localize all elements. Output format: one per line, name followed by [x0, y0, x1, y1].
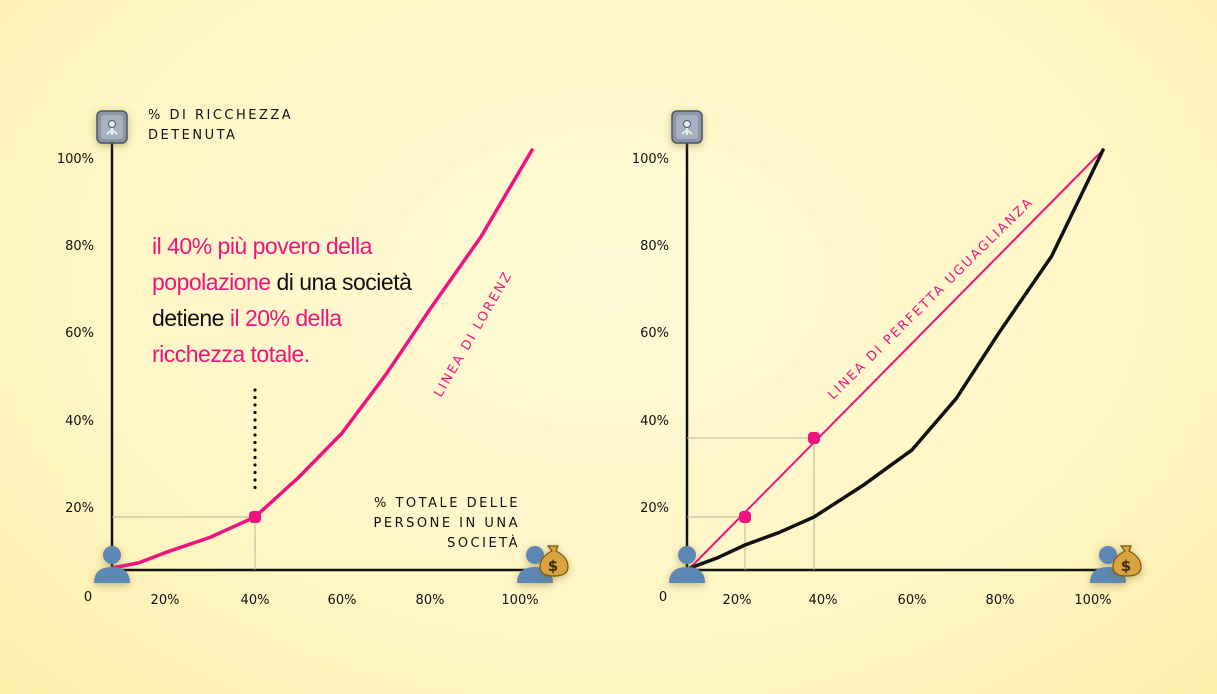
- safe-handle: [106, 128, 118, 135]
- dotted-pointer: [253, 418, 257, 422]
- dotted-pointer: [253, 425, 257, 430]
- safe-handle: [681, 128, 693, 135]
- highlight-point: [249, 511, 261, 523]
- dotted-pointer: [253, 433, 257, 437]
- annotation-part: il 20% della: [229, 305, 342, 331]
- dotted-pointer: [253, 455, 257, 460]
- y-tick-label: 60%: [65, 326, 94, 341]
- lorenz-curve: [688, 148, 1105, 570]
- safe-dial: [108, 120, 116, 128]
- highlight-point: [808, 432, 820, 444]
- y-tick-label: 80%: [640, 239, 669, 254]
- x-tick-label: 60%: [898, 593, 927, 608]
- person-body: [669, 567, 705, 583]
- y-tick-label: 40%: [640, 414, 669, 429]
- y-tick-label: 20%: [65, 501, 94, 516]
- dotted-pointer: [253, 403, 257, 407]
- annotation-part: popolazione: [152, 269, 271, 295]
- dotted-pointer: [253, 410, 257, 415]
- guide-line: [687, 437, 815, 570]
- dollar-sign: $: [1121, 557, 1131, 575]
- equality-chart: 20% 40% 60% 80% 100% 20% 40% 60% 80% 100% 0 LINEA D…: [632, 133, 1120, 608]
- dotted-pointer: [253, 448, 257, 452]
- dotted-pointer: [253, 485, 257, 490]
- y-tick-label: 40%: [65, 414, 94, 429]
- bag-body: [539, 545, 569, 577]
- equality-line: [689, 149, 1104, 569]
- x-tick-label: 60%: [328, 593, 357, 608]
- dotted-pointer: [253, 388, 257, 392]
- left-y-axis-label: % DI RICCHEZZA DETENUTA: [148, 106, 318, 146]
- person-head: [1099, 546, 1117, 564]
- safe-dial: [683, 120, 691, 128]
- safe-icon: [671, 110, 703, 144]
- dotted-pointer: [253, 463, 257, 467]
- x-tick-label: 20%: [723, 593, 752, 608]
- person-head: [103, 546, 121, 564]
- dotted-pointer: [253, 395, 257, 400]
- person-head: [678, 546, 696, 564]
- x-tick-label: 20%: [151, 593, 180, 608]
- series-label-equality: LINEA DI PERFETTA UGUAGLIANZA: [825, 195, 1037, 403]
- person-body: [94, 567, 130, 583]
- x-tick-label: 40%: [809, 593, 838, 608]
- origin-label: 0: [84, 590, 92, 605]
- origin-label: 0: [659, 590, 667, 605]
- money-bag-icon: $: [1112, 545, 1142, 577]
- annotation-part: ricchezza totale.: [152, 341, 310, 367]
- dotted-pointer: [253, 440, 257, 445]
- x-tick-label: 100%: [501, 593, 538, 608]
- lorenz-curve: [110, 148, 534, 570]
- person-icon: [669, 546, 705, 583]
- person-head: [526, 546, 544, 564]
- y-tick-label: 60%: [640, 326, 669, 341]
- x-tick-label: 80%: [416, 593, 445, 608]
- y-tick-label: 100%: [632, 152, 669, 167]
- money-bag-icon: $: [539, 545, 569, 577]
- person-icon: [94, 546, 130, 583]
- y-tick-label: 80%: [65, 239, 94, 254]
- bag-body: [1112, 545, 1142, 577]
- annotation-text: il 40% più povero della popolazione di u…: [152, 228, 412, 372]
- dotted-pointer: [253, 478, 257, 482]
- annotation-part: il 40% più povero della: [152, 233, 372, 259]
- highlight-point: [739, 511, 751, 523]
- left-x-axis-label: % TOTALE DELLE PERSONE IN UNA SOCIETÀ: [373, 496, 520, 551]
- annotation-part: detiene: [152, 305, 230, 331]
- dotted-pointer: [253, 470, 257, 475]
- y-tick-label: 20%: [640, 501, 669, 516]
- dollar-sign: $: [548, 557, 558, 575]
- safe-icon: [96, 110, 128, 144]
- y-tick-label: 100%: [57, 152, 94, 167]
- y-axis-label-text: % DI RICCHEZZA DETENUTA: [148, 108, 294, 143]
- x-tick-label: 100%: [1074, 593, 1111, 608]
- x-tick-label: 40%: [241, 593, 270, 608]
- annotation-part: di una società: [270, 269, 412, 295]
- x-tick-label: 80%: [986, 593, 1015, 608]
